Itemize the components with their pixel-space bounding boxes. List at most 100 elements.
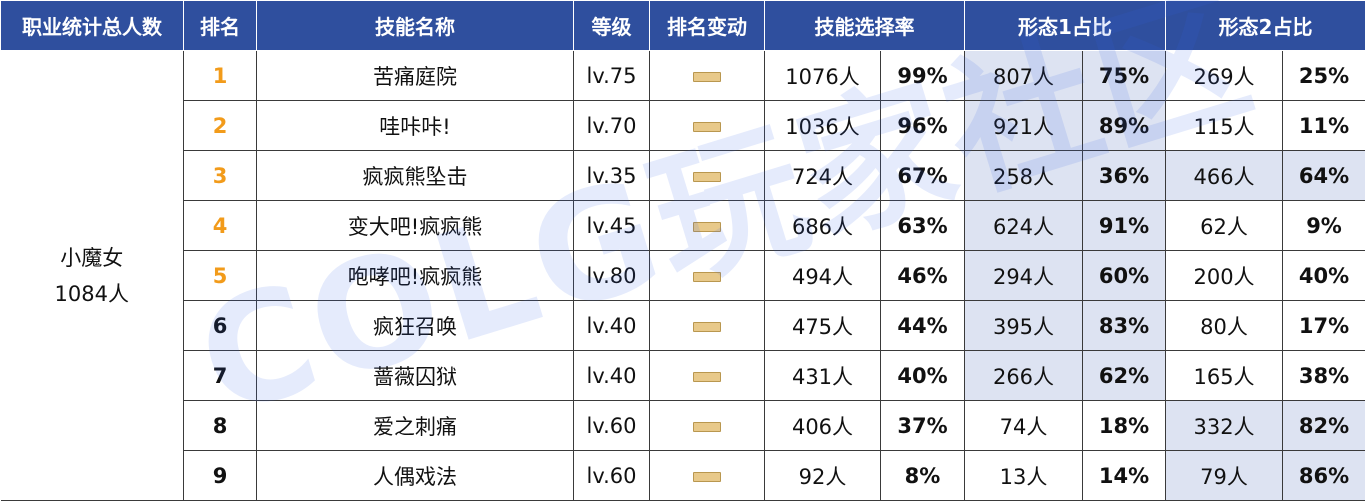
form1-count-cell: 74人 [965, 401, 1083, 451]
rank-change-cell [650, 51, 765, 101]
form2-pct-cell: 9% [1283, 201, 1365, 251]
rank-cell: 8 [184, 401, 257, 451]
form1-count-cell: 807人 [965, 51, 1083, 101]
level-cell: lv.40 [574, 301, 650, 351]
rank-cell: 2 [184, 101, 257, 151]
form1-pct-cell: 62% [1083, 351, 1166, 401]
form2-count-cell: 80人 [1166, 301, 1283, 351]
skill-name-cell: 爱之刺痛 [257, 401, 574, 451]
form2-count-cell: 200人 [1166, 251, 1283, 301]
form1-pct-cell: 60% [1083, 251, 1166, 301]
form1-count-cell: 13人 [965, 451, 1083, 501]
skill-name-cell: 人偶戏法 [257, 451, 574, 501]
form1-count-cell: 266人 [965, 351, 1083, 401]
skill-name-cell: 咆哮吧!疯疯熊 [257, 251, 574, 301]
skill-name-cell: 疯疯熊坠击 [257, 151, 574, 201]
rank-cell: 3 [184, 151, 257, 201]
header-form2-ratio: 形态2占比 [1166, 1, 1365, 51]
selection-count-cell: 1076人 [765, 51, 881, 101]
form1-pct-cell: 75% [1083, 51, 1166, 101]
form1-count-cell: 921人 [965, 101, 1083, 151]
form1-count-cell: 624人 [965, 201, 1083, 251]
rank-change-cell [650, 151, 765, 201]
form1-pct-cell: 18% [1083, 401, 1166, 451]
level-cell: lv.60 [574, 451, 650, 501]
selection-pct-cell: 44% [881, 301, 965, 351]
level-cell: lv.40 [574, 351, 650, 401]
rank-change-cell [650, 101, 765, 151]
rank-cell: 1 [184, 51, 257, 101]
no-change-dash-icon [693, 172, 721, 182]
selection-pct-cell: 8% [881, 451, 965, 501]
form2-count-cell: 79人 [1166, 451, 1283, 501]
level-cell: lv.45 [574, 201, 650, 251]
form2-pct-cell: 17% [1283, 301, 1365, 351]
selection-pct-cell: 99% [881, 51, 965, 101]
no-change-dash-icon [693, 372, 721, 382]
level-cell: lv.80 [574, 251, 650, 301]
rank-change-cell [650, 351, 765, 401]
level-cell: lv.70 [574, 101, 650, 151]
rank-change-cell [650, 251, 765, 301]
form1-count-cell: 258人 [965, 151, 1083, 201]
form2-pct-cell: 11% [1283, 101, 1365, 151]
level-cell: lv.35 [574, 151, 650, 201]
form2-pct-cell: 40% [1283, 251, 1365, 301]
selection-pct-cell: 96% [881, 101, 965, 151]
form2-count-cell: 165人 [1166, 351, 1283, 401]
no-change-dash-icon [693, 322, 721, 332]
header-level: 等级 [574, 1, 650, 51]
form1-pct-cell: 14% [1083, 451, 1166, 501]
selection-count-cell: 1036人 [765, 101, 881, 151]
job-total: 1084人 [1, 276, 184, 312]
form2-count-cell: 269人 [1166, 51, 1283, 101]
skill-name-cell: 苦痛庭院 [257, 51, 574, 101]
rank-change-cell [650, 401, 765, 451]
form2-count-cell: 332人 [1166, 401, 1283, 451]
selection-pct-cell: 40% [881, 351, 965, 401]
rank-cell: 7 [184, 351, 257, 401]
no-change-dash-icon [693, 272, 721, 282]
header-form1-ratio: 形态1占比 [965, 1, 1166, 51]
form2-count-cell: 115人 [1166, 101, 1283, 151]
form1-count-cell: 395人 [965, 301, 1083, 351]
no-change-dash-icon [693, 72, 721, 82]
table-header-row: 职业统计总人数 排名 技能名称 等级 排名变动 技能选择率 形态1占比 形态2占… [1, 1, 1365, 51]
form1-pct-cell: 89% [1083, 101, 1166, 151]
rank-change-cell [650, 201, 765, 251]
selection-count-cell: 406人 [765, 401, 881, 451]
job-name: 小魔女 [1, 240, 184, 276]
skill-name-cell: 蔷薇囚狱 [257, 351, 574, 401]
selection-count-cell: 686人 [765, 201, 881, 251]
form1-pct-cell: 83% [1083, 301, 1166, 351]
form2-pct-cell: 25% [1283, 51, 1365, 101]
rank-cell: 9 [184, 451, 257, 501]
form2-pct-cell: 64% [1283, 151, 1365, 201]
no-change-dash-icon [693, 472, 721, 482]
selection-count-cell: 92人 [765, 451, 881, 501]
form1-pct-cell: 36% [1083, 151, 1166, 201]
form2-pct-cell: 82% [1283, 401, 1365, 451]
form2-count-cell: 62人 [1166, 201, 1283, 251]
rank-change-cell [650, 301, 765, 351]
skill-name-cell: 哇咔咔! [257, 101, 574, 151]
rank-change-cell [650, 451, 765, 501]
skill-name-cell: 变大吧!疯疯熊 [257, 201, 574, 251]
selection-pct-cell: 67% [881, 151, 965, 201]
form1-pct-cell: 91% [1083, 201, 1166, 251]
header-skill-name: 技能名称 [257, 1, 574, 51]
form2-count-cell: 466人 [1166, 151, 1283, 201]
no-change-dash-icon [693, 222, 721, 232]
selection-count-cell: 724人 [765, 151, 881, 201]
header-job-total: 职业统计总人数 [1, 1, 184, 51]
header-selection-rate: 技能选择率 [765, 1, 965, 51]
